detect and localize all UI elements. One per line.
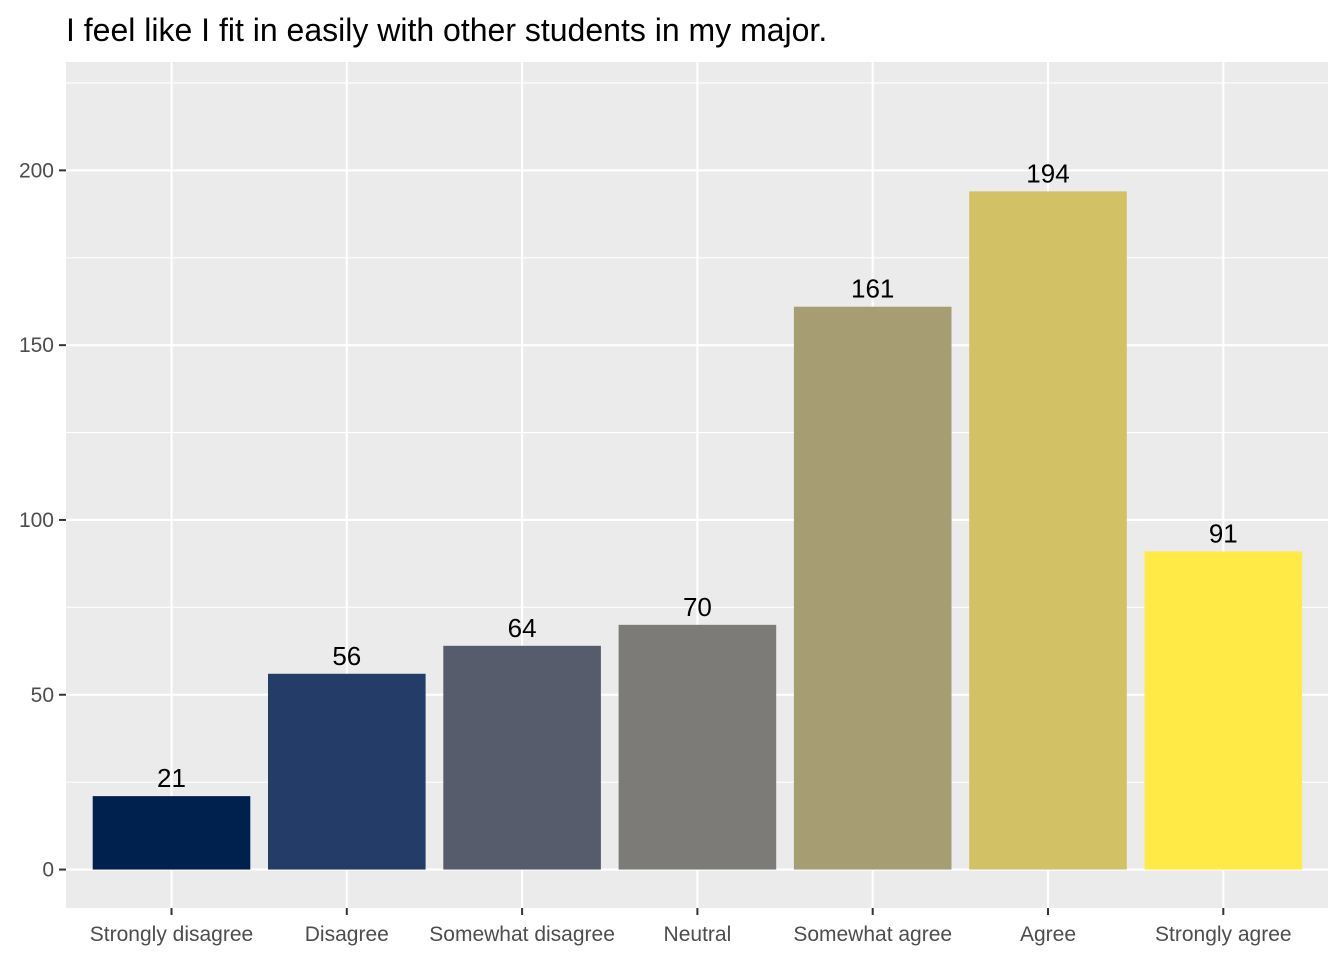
bar	[793, 306, 952, 870]
x-tick-label: Neutral	[664, 923, 732, 946]
x-axis: Strongly disagree Disagree Somewhat disagr…	[90, 908, 1292, 946]
bar-value-label: 56	[332, 641, 361, 671]
value-labels: 21 56 64 70 161 194 91	[157, 158, 1238, 793]
bar	[969, 191, 1127, 870]
y-tick-label: 0	[42, 859, 54, 882]
y-tick-label: 150	[19, 334, 54, 357]
y-tick-label: 50	[31, 684, 54, 707]
y-tick-label: 100	[19, 509, 54, 532]
x-tick-label: Disagree	[305, 923, 389, 946]
bar-value-label: 194	[1026, 158, 1069, 188]
x-tick-label: Somewhat disagree	[429, 923, 615, 946]
y-axis: 0 50 100 150 200	[19, 159, 66, 882]
bar-value-label: 64	[508, 613, 537, 643]
bars	[92, 191, 1303, 870]
bar	[618, 624, 777, 870]
bar-value-label: 161	[851, 274, 894, 304]
bar	[443, 645, 601, 870]
bar	[1144, 551, 1303, 870]
bar	[268, 673, 426, 870]
chart-title: I feel like I fit in easily with other s…	[66, 12, 827, 48]
y-tick-label: 200	[19, 159, 54, 182]
x-tick-label: Somewhat agree	[793, 923, 952, 946]
x-tick-label: Strongly agree	[1155, 923, 1292, 946]
bar-value-label: 70	[683, 592, 712, 622]
bar-value-label: 91	[1209, 518, 1238, 548]
bar	[92, 796, 251, 870]
x-tick-label: Agree	[1020, 923, 1076, 946]
x-tick-label: Strongly disagree	[90, 923, 253, 946]
bar-value-label: 21	[157, 763, 186, 793]
